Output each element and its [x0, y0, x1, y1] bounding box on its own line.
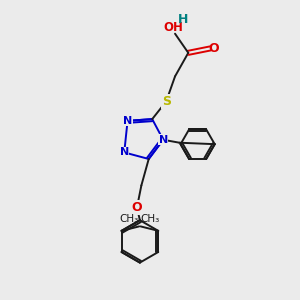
Text: N: N	[120, 147, 129, 158]
Text: H: H	[178, 13, 188, 26]
Text: O: O	[208, 42, 219, 55]
Text: CH₃: CH₃	[120, 214, 139, 224]
Text: S: S	[162, 95, 171, 108]
Text: N: N	[159, 135, 168, 145]
Text: O: O	[132, 201, 142, 214]
Text: CH₃: CH₃	[141, 214, 160, 224]
Text: N: N	[123, 116, 132, 126]
Text: OH: OH	[164, 21, 184, 34]
